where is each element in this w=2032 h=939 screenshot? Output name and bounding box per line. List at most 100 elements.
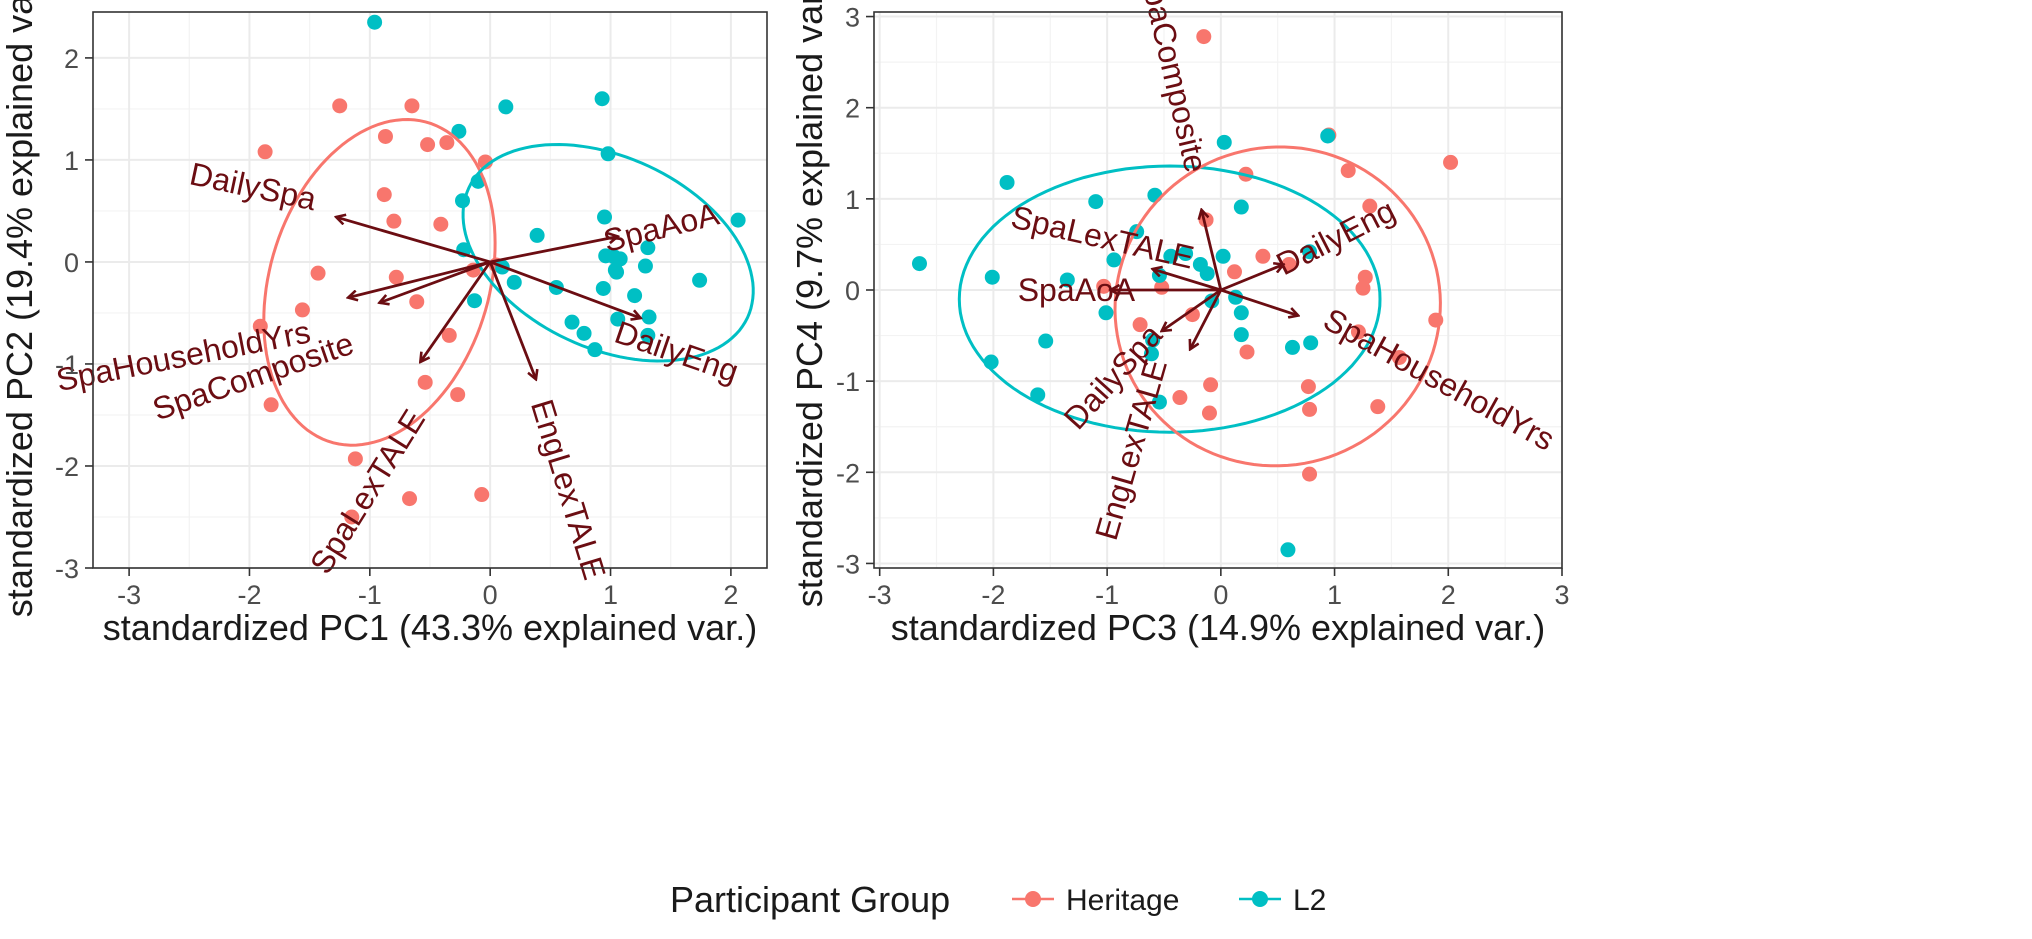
- data-point-heritage: [1096, 278, 1112, 294]
- legend-heritage-dot: [1025, 891, 1041, 907]
- x-tick-label: 1: [1327, 580, 1342, 610]
- data-point-l2: [506, 274, 522, 290]
- data-point-heritage: [1203, 377, 1219, 393]
- data-point-l2: [1145, 332, 1161, 348]
- data-point-l2: [597, 209, 613, 225]
- data-point-heritage: [376, 187, 392, 203]
- x-tick-label: -3: [117, 580, 141, 610]
- data-point-heritage: [1226, 264, 1242, 280]
- x-tick-label: 0: [1213, 580, 1228, 610]
- y-tick-label: -2: [55, 452, 79, 482]
- loading-arrow-dailyspa: [336, 217, 491, 264]
- x-tick-label: -1: [1095, 580, 1119, 610]
- data-point-heritage: [1132, 317, 1148, 333]
- data-point-l2: [595, 280, 611, 296]
- x-tick-label: 2: [723, 580, 738, 610]
- y-tick-label: 2: [845, 94, 860, 124]
- data-point-l2: [1030, 387, 1046, 403]
- series-l2: [367, 14, 746, 358]
- data-point-heritage: [1391, 349, 1407, 365]
- data-point-l2: [594, 91, 610, 107]
- data-point-l2: [1106, 252, 1122, 268]
- legend-l2-dot: [1252, 891, 1268, 907]
- x-tick-label: -3: [868, 580, 892, 610]
- data-point-heritage: [388, 269, 404, 285]
- loading-arrow-spaaoa: [489, 236, 618, 264]
- loading-arrow-spalextale: [420, 261, 492, 362]
- data-point-heritage: [1302, 466, 1318, 482]
- data-point-l2: [730, 212, 746, 228]
- left-biplot-panel: DailySpaSpaAoADailyEngSpaHouseholdYrsSpa…: [0, 0, 768, 648]
- data-point-heritage: [294, 302, 310, 318]
- loading-arrow-englextale: [488, 261, 536, 379]
- data-point-heritage: [1362, 198, 1378, 214]
- data-point-l2: [1204, 293, 1220, 309]
- data-point-l2: [637, 258, 653, 274]
- data-point-heritage: [1201, 405, 1217, 421]
- data-point-heritage: [1443, 154, 1459, 170]
- data-point-l2: [692, 272, 708, 288]
- data-point-l2: [1233, 305, 1249, 321]
- y-tick-label: -3: [55, 554, 79, 584]
- data-point-heritage: [439, 135, 455, 151]
- y-axis-title: standardized PC4 (9.7% explained var.): [789, 0, 830, 607]
- data-point-l2: [1059, 272, 1075, 288]
- loading-arrow-spahouseholdyrs: [1220, 288, 1298, 316]
- data-point-l2: [498, 99, 514, 115]
- data-point-l2: [1147, 187, 1163, 203]
- data-point-l2: [1303, 335, 1319, 351]
- y-tick-label: 3: [845, 3, 860, 33]
- data-point-heritage: [441, 327, 457, 343]
- data-point-l2: [467, 293, 483, 309]
- panel-border: [92, 11, 768, 569]
- data-point-l2: [1143, 346, 1159, 362]
- data-point-heritage: [1239, 344, 1255, 360]
- data-point-heritage: [1300, 379, 1316, 395]
- data-point-heritage: [402, 491, 418, 507]
- data-point-heritage: [409, 294, 425, 310]
- data-point-heritage: [477, 154, 493, 170]
- data-point-l2: [1320, 128, 1336, 144]
- data-point-heritage: [344, 509, 360, 525]
- data-point-l2: [627, 288, 643, 304]
- y-tick-label: 0: [64, 248, 79, 278]
- data-point-l2: [609, 264, 625, 280]
- data-point-l2: [999, 174, 1015, 190]
- data-point-heritage: [257, 144, 273, 160]
- y-tick-label: -3: [836, 549, 860, 579]
- data-point-heritage: [263, 397, 279, 413]
- data-point-heritage: [433, 216, 449, 232]
- loading-arrow-spahouseholdyrs: [348, 260, 491, 298]
- x-tick-label: 3: [1554, 580, 1569, 610]
- data-point-l2: [1284, 339, 1300, 355]
- data-point-l2: [984, 269, 1000, 285]
- data-point-heritage: [332, 98, 348, 114]
- data-point-l2: [1233, 327, 1249, 343]
- data-point-l2: [610, 311, 626, 327]
- ellipse-heritage: [262, 117, 497, 447]
- x-axis-title: standardized PC1 (43.3% explained var.): [103, 607, 757, 648]
- data-point-heritage: [1340, 163, 1356, 179]
- legend-title: Participant Group: [670, 879, 950, 920]
- data-point-l2: [1233, 199, 1249, 215]
- x-tick-label: 1: [603, 580, 618, 610]
- loading-arrow-dailyeng: [489, 260, 640, 318]
- data-point-l2: [612, 251, 628, 267]
- data-point-heritage: [474, 487, 490, 503]
- data-point-l2: [451, 123, 467, 139]
- data-point-l2: [576, 325, 592, 341]
- data-point-l2: [641, 309, 657, 325]
- data-point-heritage: [347, 451, 363, 467]
- series-heritage: [252, 98, 504, 525]
- data-point-l2: [1088, 194, 1104, 210]
- y-axis-title: standardized PC2 (19.4% explained var.): [0, 0, 40, 617]
- y-tick-label: 0: [845, 276, 860, 306]
- loading-arrow-dailyspa: [1162, 288, 1222, 331]
- data-point-heritage: [377, 128, 393, 144]
- y-tick-label: -2: [836, 458, 860, 488]
- data-point-heritage: [404, 98, 420, 114]
- loading-arrow-spacomposite: [1202, 210, 1223, 291]
- legend-l2-label: L2: [1293, 884, 1326, 917]
- loading-arrow-spalextale: [1153, 269, 1222, 292]
